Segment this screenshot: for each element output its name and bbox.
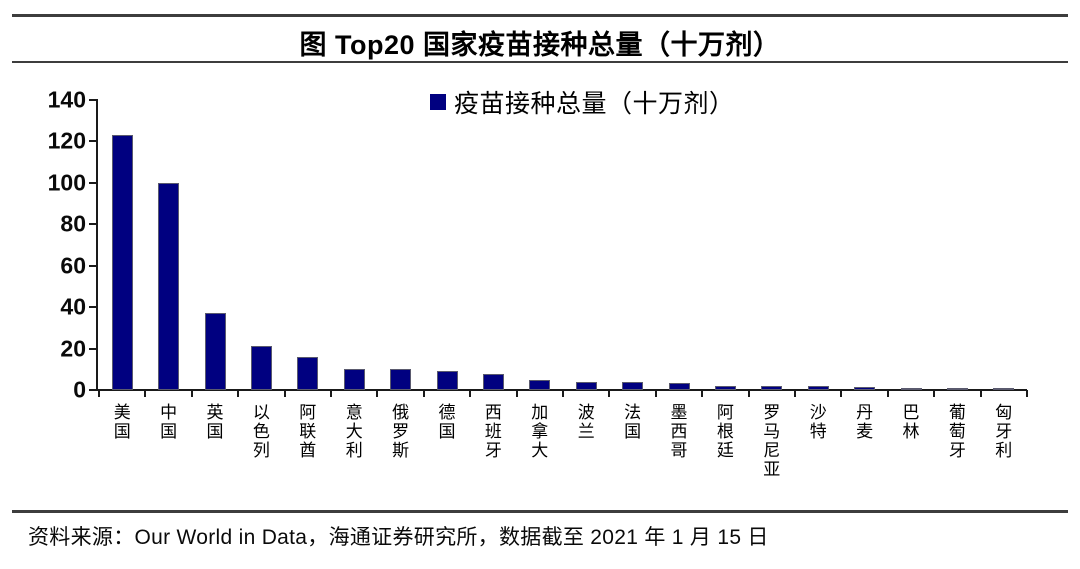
bar-巴林	[900, 388, 922, 390]
x-label-罗马尼亚: 罗 马 尼 亚	[763, 403, 781, 479]
x-tick	[608, 390, 611, 397]
bar-丹麦	[854, 387, 876, 390]
x-label-丹麦: 丹 麦	[856, 403, 874, 441]
x-tick	[283, 390, 286, 397]
x-label-意大利: 意 大 利	[345, 403, 363, 460]
y-axis-label: 40	[60, 293, 86, 320]
x-tick	[840, 390, 843, 397]
y-tick	[89, 389, 97, 391]
x-tick	[933, 390, 936, 397]
x-label-阿联酋: 阿 联 酋	[299, 403, 317, 460]
x-label-以色列: 以 色 列	[252, 403, 270, 460]
legend-swatch-icon	[430, 94, 446, 110]
source-note: 资料来源：Our World in Data，海通证券研究所，数据截至 2021…	[28, 526, 769, 549]
legend-label: 疫苗接种总量（十万剂）	[454, 90, 735, 118]
y-tick	[89, 140, 97, 143]
bar-西班牙	[482, 374, 504, 390]
x-tick	[701, 390, 704, 397]
bar-德国	[436, 371, 458, 390]
bar-匈牙利	[993, 388, 1015, 390]
bar-以色列	[250, 346, 272, 390]
bar-加拿大	[529, 380, 551, 390]
y-tick	[89, 99, 97, 101]
x-label-俄罗斯: 俄 罗 斯	[392, 403, 410, 460]
x-tick	[422, 390, 425, 397]
x-tick	[98, 390, 100, 397]
x-tick	[562, 390, 564, 397]
y-axis-label: 20	[60, 335, 86, 362]
x-label-沙特: 沙 特	[809, 403, 827, 441]
y-axis-label: 0	[73, 376, 86, 403]
y-axis-label: 60	[60, 252, 86, 279]
y-axis-label: 100	[47, 169, 86, 196]
x-tick	[794, 390, 796, 397]
chart-title: 图 Top20 国家疫苗接种总量（十万剂）	[299, 30, 781, 60]
x-label-葡萄牙: 葡 萄 牙	[948, 403, 966, 460]
x-label-美国: 美 国	[113, 403, 131, 441]
y-axis-label: 80	[60, 210, 86, 237]
x-label-墨西哥: 墨 西 哥	[670, 403, 688, 460]
x-tick	[886, 390, 889, 397]
x-label-阿根廷: 阿 根 廷	[716, 403, 734, 460]
bar-葡萄牙	[946, 388, 968, 390]
x-label-英国: 英 国	[206, 403, 224, 441]
x-tick	[1026, 390, 1028, 397]
y-axis-line	[96, 99, 98, 391]
x-tick	[144, 390, 147, 397]
top-rule	[12, 14, 1068, 17]
bar-法国	[622, 382, 644, 390]
x-label-波兰: 波 兰	[577, 403, 595, 441]
x-label-法国: 法 国	[624, 403, 642, 441]
x-tick	[190, 390, 193, 397]
x-label-巴林: 巴 林	[902, 403, 920, 441]
y-axis-label: 120	[47, 127, 86, 154]
x-axis-line	[96, 389, 1027, 391]
y-tick	[89, 223, 97, 226]
x-label-中国: 中 国	[160, 403, 178, 441]
y-axis-label: 140	[47, 86, 86, 113]
x-label-德国: 德 国	[438, 403, 456, 441]
bar-沙特	[807, 386, 829, 390]
bar-俄罗斯	[390, 369, 412, 390]
y-tick	[89, 181, 97, 184]
x-tick	[237, 390, 240, 397]
x-label-加拿大: 加 拿 大	[531, 403, 549, 460]
bar-阿联酋	[297, 357, 319, 390]
bar-英国	[204, 313, 226, 390]
bar-波兰	[575, 382, 597, 390]
bar-阿根廷	[714, 386, 736, 390]
x-tick	[376, 390, 379, 397]
bar-罗马尼亚	[761, 386, 783, 390]
x-tick	[515, 390, 518, 397]
bar-美国	[111, 135, 133, 390]
x-tick	[654, 390, 657, 397]
x-label-西班牙: 西 班 牙	[484, 403, 502, 460]
y-tick	[89, 347, 97, 350]
legend: 疫苗接种总量（十万剂）	[430, 84, 735, 120]
bottom-rule	[12, 510, 1068, 513]
x-tick	[330, 390, 332, 397]
header-rule	[12, 61, 1068, 63]
y-tick	[89, 264, 97, 267]
bar-意大利	[343, 369, 365, 390]
x-tick	[747, 390, 750, 397]
x-tick	[979, 390, 982, 397]
y-tick	[89, 306, 97, 309]
x-label-匈牙利: 匈 牙 利	[995, 403, 1013, 460]
x-tick	[469, 390, 472, 397]
bar-墨西哥	[668, 383, 690, 390]
bar-中国	[158, 183, 180, 390]
